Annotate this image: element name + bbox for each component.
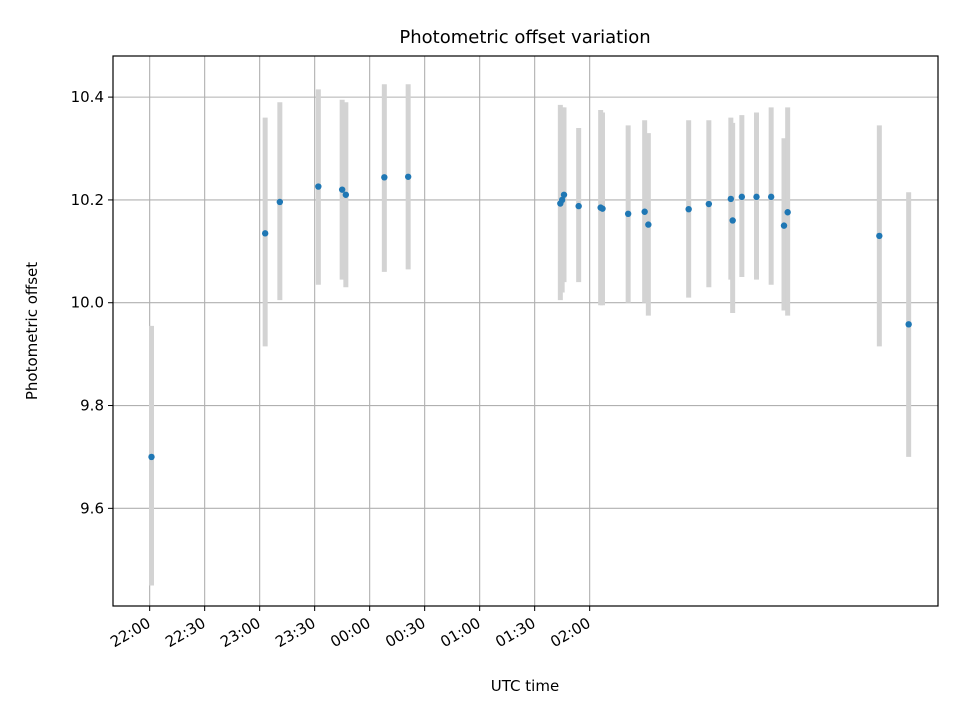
data-point — [905, 321, 912, 328]
data-point — [261, 230, 269, 237]
y-axis-title: Photometric offset — [23, 262, 41, 400]
data-point — [575, 202, 582, 210]
data-point — [558, 196, 566, 204]
x-axis-title: UTC time — [491, 677, 559, 695]
data-point — [641, 208, 648, 215]
y-tick-label: 9.8 — [80, 397, 104, 415]
data-point — [729, 217, 736, 224]
y-tick-label: 10.2 — [71, 191, 104, 209]
data-point — [624, 210, 632, 218]
data-point — [148, 453, 155, 461]
data-point — [560, 191, 568, 198]
y-tick-label: 10.4 — [71, 88, 104, 106]
data-point — [342, 191, 350, 198]
data-point — [753, 193, 760, 201]
data-point — [315, 183, 322, 190]
data-point — [738, 193, 746, 201]
data-point — [276, 198, 284, 206]
data-point — [784, 209, 791, 216]
data-point — [404, 173, 412, 180]
data-point — [599, 205, 606, 212]
chart-title: Photometric offset variation — [399, 27, 650, 48]
data-point — [645, 221, 652, 228]
data-point — [767, 193, 775, 201]
data-point — [685, 205, 692, 213]
plot-frame — [112, 55, 939, 607]
data-point — [705, 200, 713, 208]
grid-layer — [113, 56, 938, 606]
data-point — [876, 232, 883, 240]
data-point — [780, 222, 788, 229]
y-tick-label: 9.6 — [80, 499, 104, 517]
data-point — [727, 195, 735, 203]
y-tick-label: 10.0 — [71, 294, 104, 312]
y-axis: 9.6 9.8 10.0 10.2 10.4 — [71, 88, 113, 517]
point-layer — [148, 173, 912, 461]
data-point — [381, 174, 388, 181]
data-point — [338, 186, 346, 193]
